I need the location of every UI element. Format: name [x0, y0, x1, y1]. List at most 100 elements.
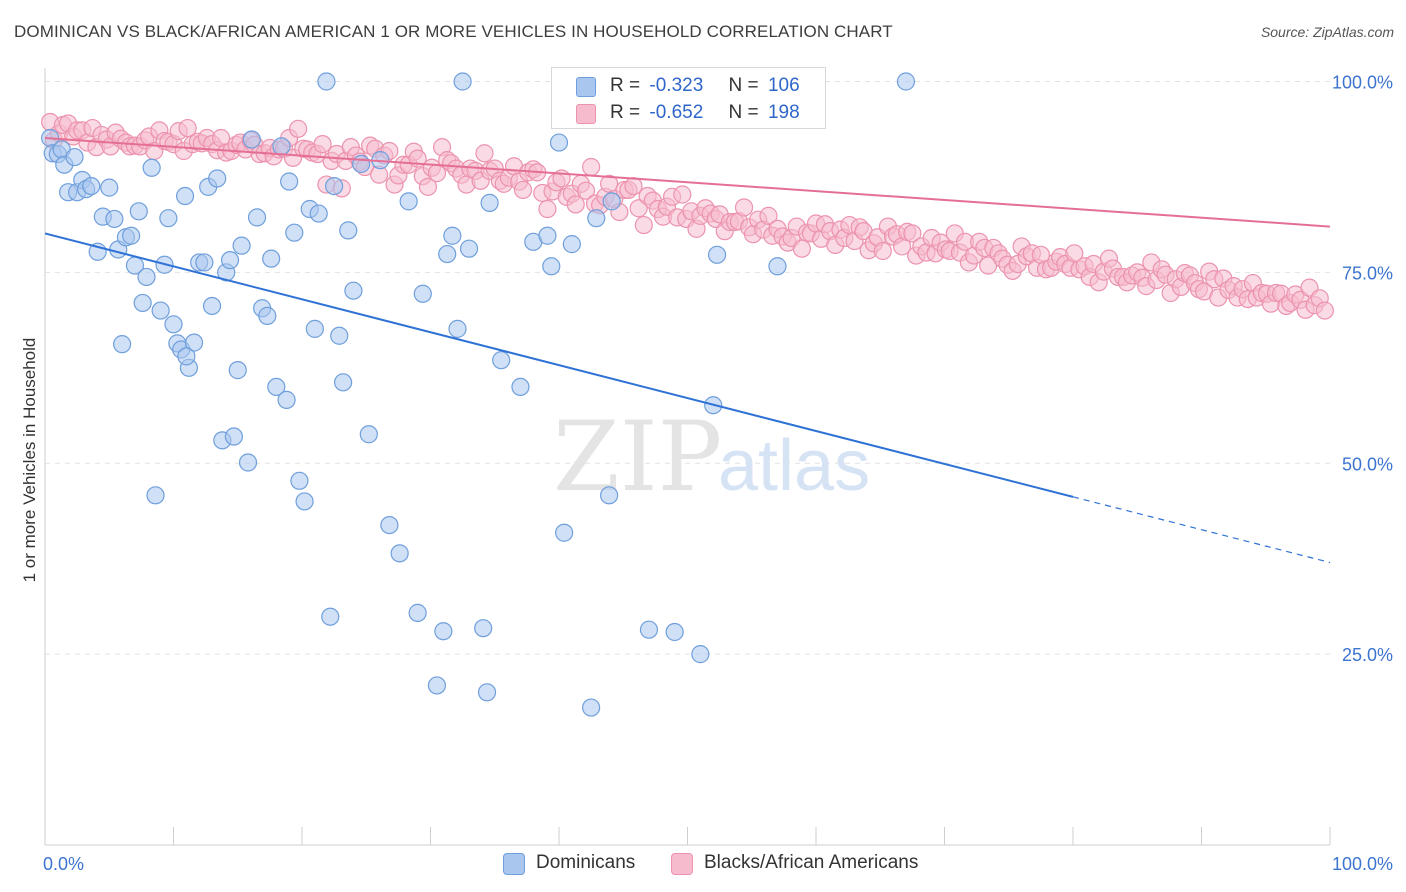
data-point-dominicans	[408, 603, 427, 622]
correlation-legend: R = -0.323 N = 106 R = -0.652 N = 198	[551, 67, 826, 129]
y-tick-label: 100.0%	[1332, 73, 1393, 93]
data-point-blacks	[513, 180, 533, 200]
data-point-dominicans	[317, 72, 336, 91]
legend-n-value: 106	[767, 75, 800, 96]
data-point-dominicans	[247, 208, 267, 227]
data-point-dominicans	[105, 209, 124, 229]
data-point-dominicans	[691, 645, 710, 664]
data-point-dominicans	[184, 333, 204, 352]
data-point-dominicans	[305, 319, 324, 338]
legend-r-label: R =	[610, 75, 641, 96]
data-point-dominicans	[352, 154, 371, 174]
data-point-dominicans	[896, 72, 916, 91]
data-point-dominicans	[434, 622, 453, 641]
data-point-dominicans	[228, 361, 247, 380]
data-point-dominicans	[164, 315, 183, 334]
data-point-blacks	[873, 241, 892, 261]
data-point-dominicans	[262, 249, 281, 268]
data-point-dominicans	[459, 239, 479, 258]
data-point-dominicans	[129, 202, 148, 221]
data-point-blacks	[566, 195, 585, 214]
legend-r-label: R =	[610, 102, 641, 123]
data-point-blacks	[576, 181, 596, 200]
data-point-blacks	[289, 119, 308, 138]
data-point-dominicans	[549, 133, 569, 152]
trend-line-blacks	[44, 137, 1331, 228]
data-point-blacks	[1065, 244, 1084, 263]
source-label: Source: ZipAtlas.com	[1260, 24, 1394, 40]
data-point-dominicans	[438, 244, 457, 264]
data-point-blacks	[313, 135, 332, 154]
data-point-dominicans	[321, 607, 340, 626]
legend-n-value: 198	[767, 102, 800, 123]
data-point-dominicans	[325, 176, 344, 196]
data-point-dominicans	[242, 130, 261, 149]
x-tick-label: 100.0%	[1332, 854, 1393, 874]
watermark-zip: ZIP	[553, 401, 722, 513]
data-point-dominicans	[177, 347, 196, 366]
data-point-dominicans	[65, 147, 84, 167]
data-point-dominicans	[330, 326, 349, 345]
data-point-dominicans	[285, 223, 304, 242]
data-point-dominicans	[133, 293, 152, 313]
data-point-dominicans	[600, 486, 619, 505]
data-point-dominicans	[474, 619, 493, 638]
trend-line-dominicans	[44, 232, 1074, 498]
data-point-dominicans	[665, 622, 684, 642]
data-point-dominicans	[492, 351, 511, 370]
legend-swatch-pink	[671, 853, 693, 875]
data-point-dominicans	[295, 492, 314, 511]
data-point-dominicans	[453, 72, 472, 91]
legend-r-value: -0.323	[649, 75, 704, 96]
data-point-dominicans	[146, 486, 165, 505]
data-point-blacks	[418, 177, 438, 196]
x-tick-label: 0.0%	[43, 854, 84, 874]
tick-labels: 25.0% 50.0% 75.0% 100.0% 0.0% 100.0%	[43, 73, 1393, 875]
y-tick-label: 50.0%	[1342, 454, 1393, 474]
legend-r-value: -0.652	[649, 102, 704, 123]
data-point-dominicans	[232, 236, 251, 255]
data-point-dominicans	[142, 158, 161, 177]
data-point-dominicans	[100, 178, 119, 197]
data-point-dominicans	[448, 319, 467, 338]
data-point-dominicans	[359, 425, 378, 444]
data-point-dominicans	[768, 257, 787, 276]
data-point-blacks	[673, 185, 692, 204]
series-blacks-points	[41, 112, 1334, 320]
data-point-dominicans	[112, 335, 132, 354]
legend-swatch-blue	[503, 853, 525, 875]
legend-n-label: N =	[728, 102, 759, 123]
legend-swatch-blue	[576, 77, 596, 97]
data-point-dominicans	[480, 193, 499, 212]
data-point-dominicans	[238, 453, 258, 472]
data-point-blacks	[582, 157, 601, 177]
trend-line-dominicans-extension	[1072, 496, 1331, 564]
data-point-dominicans	[427, 676, 447, 695]
data-point-dominicans	[208, 169, 227, 188]
data-point-dominicans	[707, 245, 727, 264]
data-point-dominicans	[82, 176, 101, 196]
data-point-dominicans	[202, 296, 222, 316]
chart-title: DOMINICAN VS BLACK/AFRICAN AMERICAN 1 OR…	[14, 22, 893, 41]
data-point-dominicans	[159, 209, 178, 228]
axes	[44, 68, 1331, 846]
data-point-dominicans	[224, 427, 243, 446]
data-point-dominicans	[380, 515, 399, 535]
data-point-dominicans	[639, 620, 659, 639]
data-point-blacks	[475, 144, 494, 163]
legend-swatch-pink	[576, 104, 596, 124]
data-point-dominicans	[399, 192, 418, 211]
data-point-dominicans	[290, 471, 309, 490]
data-point-blacks	[792, 239, 811, 258]
data-point-dominicans	[272, 137, 291, 156]
data-point-blacks	[734, 198, 754, 217]
legend-label-blacks: Blacks/African Americans	[704, 852, 919, 873]
data-point-dominicans	[267, 377, 286, 396]
data-point-blacks	[178, 118, 197, 138]
data-point-blacks	[903, 224, 922, 243]
data-point-dominicans	[334, 373, 353, 392]
data-point-dominicans	[137, 267, 156, 287]
data-point-dominicans	[258, 306, 277, 325]
data-point-blacks	[759, 206, 778, 225]
